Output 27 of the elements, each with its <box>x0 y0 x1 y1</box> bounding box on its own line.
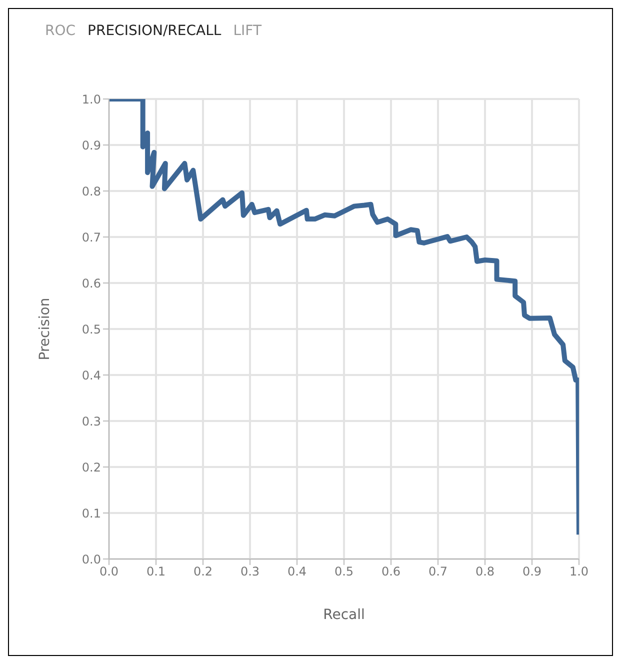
x-tick-label: 0.3 <box>240 564 260 579</box>
y-tick-label: 0.8 <box>82 184 101 198</box>
x-tick-label: 0.4 <box>287 564 307 579</box>
text: ROC <box>45 23 76 39</box>
y-tick-label: 0.1 <box>82 506 101 520</box>
y-tick-label: 0.4 <box>82 368 101 382</box>
text: LIFT <box>233 23 262 39</box>
x-tick-label: 0.7 <box>428 564 448 579</box>
x-tick-label: 0.9 <box>522 564 542 579</box>
y-tick-label: 0.6 <box>82 276 101 290</box>
y-tick-label: 0.7 <box>82 230 101 244</box>
y-tick-label: 1.0 <box>82 92 101 106</box>
y-tick-label: 0.0 <box>82 552 101 566</box>
x-tick-label: 0.1 <box>146 564 166 579</box>
x-axis-title: Recall <box>323 607 365 623</box>
y-tick-label: 0.5 <box>82 322 101 336</box>
x-tick-label: 0.6 <box>381 564 401 579</box>
y-tick-label: 0.9 <box>82 138 101 152</box>
x-tick-label: 0.5 <box>334 564 354 579</box>
x-tick-label: 1.0 <box>569 564 589 579</box>
x-tick-label: 0.8 <box>475 564 495 579</box>
x-tick-label: 0.2 <box>193 564 213 579</box>
y-tick-label: 0.2 <box>82 460 101 474</box>
y-tick-label: 0.3 <box>82 414 101 428</box>
chart-title: PRECISION/RECALL <box>88 23 222 39</box>
x-tick-label: 0.0 <box>99 564 119 579</box>
y-axis-title: Precision <box>36 298 53 360</box>
